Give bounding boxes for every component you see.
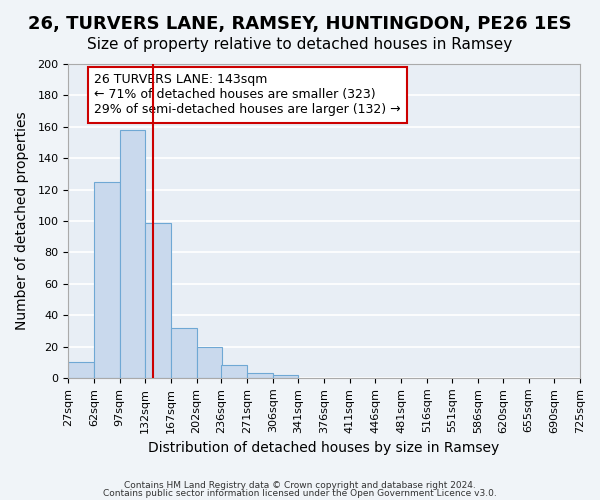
Bar — [119, 130, 145, 378]
Bar — [68, 362, 94, 378]
Text: 26, TURVERS LANE, RAMSEY, HUNTINGDON, PE26 1ES: 26, TURVERS LANE, RAMSEY, HUNTINGDON, PE… — [28, 15, 572, 33]
Bar — [197, 346, 222, 378]
Bar — [247, 373, 273, 378]
Bar — [145, 222, 171, 378]
Text: 26 TURVERS LANE: 143sqm
← 71% of detached houses are smaller (323)
29% of semi-d: 26 TURVERS LANE: 143sqm ← 71% of detache… — [94, 74, 400, 116]
Bar — [171, 328, 197, 378]
Y-axis label: Number of detached properties: Number of detached properties — [15, 112, 29, 330]
Bar — [94, 182, 119, 378]
Text: Contains public sector information licensed under the Open Government Licence v3: Contains public sector information licen… — [103, 488, 497, 498]
Text: Size of property relative to detached houses in Ramsey: Size of property relative to detached ho… — [88, 38, 512, 52]
Text: Contains HM Land Registry data © Crown copyright and database right 2024.: Contains HM Land Registry data © Crown c… — [124, 481, 476, 490]
X-axis label: Distribution of detached houses by size in Ramsey: Distribution of detached houses by size … — [148, 441, 500, 455]
Bar — [221, 366, 247, 378]
Bar — [273, 375, 298, 378]
